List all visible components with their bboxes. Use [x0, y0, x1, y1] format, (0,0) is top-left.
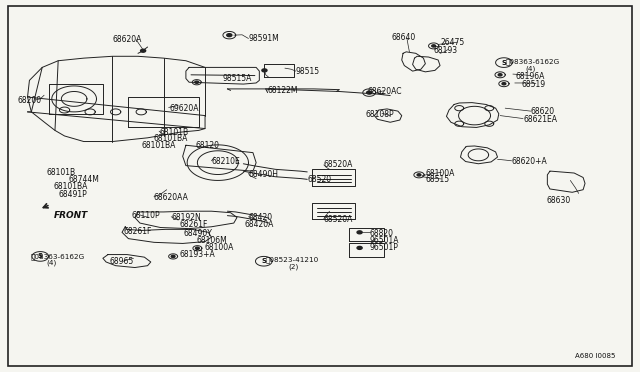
Text: 68193: 68193 [434, 46, 458, 55]
Text: 68120: 68120 [195, 141, 220, 151]
Polygon shape [262, 69, 267, 72]
Text: 96501P: 96501P [370, 243, 399, 252]
Polygon shape [502, 83, 506, 85]
Text: 68122M: 68122M [268, 86, 298, 95]
Text: 68100A: 68100A [426, 169, 455, 177]
Text: 68520A: 68520A [324, 215, 353, 224]
Text: 69620A: 69620A [170, 104, 200, 113]
Text: 98515A: 98515A [223, 74, 252, 83]
Text: S: S [261, 258, 266, 264]
Text: 68519: 68519 [522, 80, 546, 89]
Polygon shape [367, 91, 372, 94]
Text: (4): (4) [525, 65, 535, 72]
Text: 68620A: 68620A [113, 35, 142, 44]
Polygon shape [498, 74, 502, 76]
Text: 68420A: 68420A [244, 220, 273, 229]
Text: 98515: 98515 [296, 67, 320, 76]
Text: Ⓜ08523-41210: Ⓜ08523-41210 [266, 257, 319, 263]
Text: 68210E: 68210E [211, 157, 240, 166]
Text: 68744M: 68744M [68, 175, 99, 184]
Text: 68491P: 68491P [58, 190, 87, 199]
Text: 68420: 68420 [248, 213, 273, 222]
Polygon shape [227, 34, 232, 36]
Text: 68192N: 68192N [172, 213, 201, 222]
Text: 68621EA: 68621EA [523, 115, 557, 124]
Text: 68101B: 68101B [159, 128, 188, 137]
Text: 68490Y: 68490Y [183, 228, 212, 238]
Polygon shape [195, 81, 198, 83]
Text: 68101B: 68101B [47, 168, 76, 177]
Text: 68640: 68640 [392, 33, 416, 42]
Text: 68200: 68200 [17, 96, 42, 105]
Text: 68193+A: 68193+A [179, 250, 215, 259]
Text: (4): (4) [47, 260, 57, 266]
Text: A680 I0085: A680 I0085 [575, 353, 616, 359]
Text: 68490H: 68490H [248, 170, 278, 179]
Polygon shape [432, 45, 436, 47]
Text: 98591M: 98591M [248, 34, 279, 43]
Text: Ⓜ08363-6162G: Ⓜ08363-6162G [505, 58, 559, 65]
Text: (2): (2) [288, 263, 298, 270]
Text: Ⓜ08363-6162G: Ⓜ08363-6162G [31, 253, 85, 260]
Text: 68520: 68520 [307, 175, 332, 184]
Text: 68261F: 68261F [124, 227, 152, 236]
Text: 68108P: 68108P [366, 110, 395, 119]
Text: 68106M: 68106M [196, 235, 227, 245]
Text: 68515: 68515 [426, 175, 449, 184]
Text: 68261F: 68261F [179, 220, 208, 229]
Text: 96501A: 96501A [370, 236, 399, 245]
Text: 68965: 68965 [109, 257, 134, 266]
Text: FRONT: FRONT [54, 211, 88, 220]
Text: 68101BA: 68101BA [141, 141, 175, 151]
Text: 68620AC: 68620AC [368, 87, 403, 96]
Text: 68820: 68820 [370, 228, 394, 238]
Text: 68620: 68620 [531, 108, 555, 116]
Text: 68101BA: 68101BA [54, 182, 88, 191]
Polygon shape [357, 246, 362, 249]
Text: 68110P: 68110P [132, 211, 160, 220]
Text: S: S [38, 253, 43, 259]
Polygon shape [141, 49, 146, 52]
Text: 68520A: 68520A [324, 160, 353, 169]
Polygon shape [417, 174, 421, 176]
Text: 68630: 68630 [547, 196, 571, 205]
Text: 68101BA: 68101BA [154, 134, 188, 144]
Text: 68100A: 68100A [204, 243, 234, 251]
Polygon shape [172, 255, 175, 257]
Text: S: S [501, 60, 506, 65]
Polygon shape [357, 231, 362, 234]
Polygon shape [195, 247, 199, 249]
Text: 68620AA: 68620AA [154, 193, 189, 202]
Text: 68620+A: 68620+A [511, 157, 547, 166]
Text: 68196A: 68196A [515, 72, 545, 81]
Text: 26475: 26475 [440, 38, 464, 47]
